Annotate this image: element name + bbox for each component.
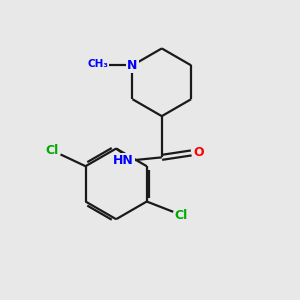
Text: CH₃: CH₃: [88, 59, 109, 70]
Text: Cl: Cl: [46, 144, 59, 158]
Text: HN: HN: [113, 154, 134, 167]
Text: O: O: [193, 146, 204, 159]
Text: N: N: [127, 59, 138, 72]
Text: Cl: Cl: [175, 209, 188, 222]
